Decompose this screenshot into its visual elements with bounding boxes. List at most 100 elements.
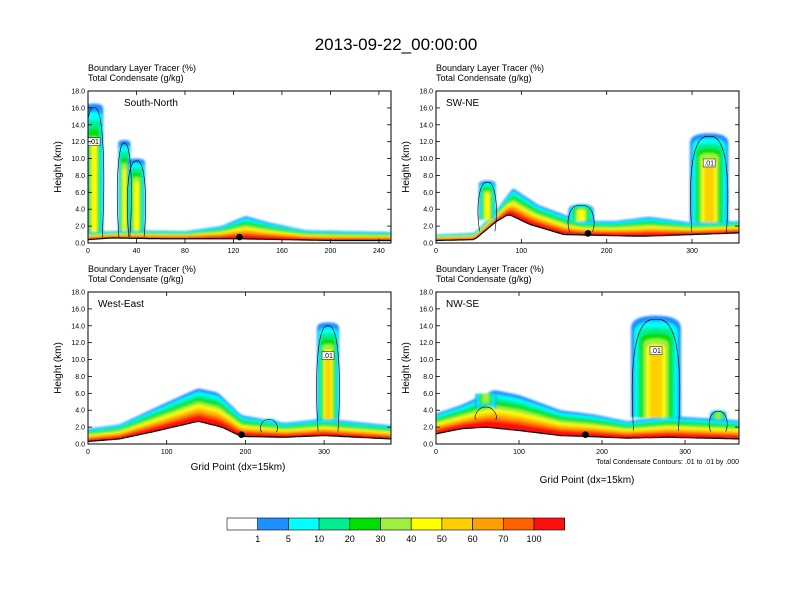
tower-band-7 [649, 350, 663, 418]
tracer-field [88, 322, 391, 444]
figure-title: 2013-09-22_00:00:00 [315, 35, 478, 54]
colorbar-swatch-11 [533, 517, 566, 531]
x-tick-label: 0 [86, 449, 90, 456]
x-tick-label: 300 [679, 449, 691, 456]
y-tick-label: 8.0 [423, 173, 433, 180]
tower-band-5 [482, 393, 490, 405]
y-tick-label: 14.0 [419, 122, 433, 129]
panel-header-line1: Boundary Layer Tracer (%) [436, 264, 544, 274]
panel-nw-se: Boundary Layer Tracer (%)Total Condensat… [401, 264, 740, 456]
convective-tower-1 [631, 315, 681, 418]
contour-label-box [649, 346, 663, 355]
panel-west-east: Boundary Layer Tracer (%)Total Condensat… [53, 264, 392, 456]
y-tick-label: 4.0 [75, 207, 85, 214]
terrain-fill [436, 427, 739, 444]
convective-tower-3 [127, 158, 145, 231]
colorbar-swatch-7 [410, 517, 443, 531]
y-axis-label: Height (km) [401, 141, 412, 193]
y-tick-label: 0.0 [75, 442, 85, 449]
x-tick-label: 200 [596, 449, 608, 456]
convective-tower-2 [568, 204, 594, 222]
y-tick-label: 14.0 [419, 323, 433, 330]
colorbar-swatch-5 [349, 517, 381, 531]
x-tick-label: 200 [601, 248, 613, 255]
x-tick-label: 0 [434, 248, 438, 255]
y-tick-label: 4.0 [423, 408, 433, 415]
convective-tower-3 [709, 410, 727, 420]
location-marker [236, 233, 243, 241]
y-tick-label: 2.0 [75, 224, 85, 231]
y-tick-label: 6.0 [75, 190, 85, 197]
y-tick-label: 4.0 [75, 408, 85, 415]
y-axis-label: Height (km) [53, 141, 64, 193]
terrain-fill [88, 421, 391, 444]
tower-band-6 [91, 144, 97, 232]
x-axis-label-right: Grid Point (dx=15km) [540, 475, 635, 486]
x-tick-label: 200 [240, 449, 252, 456]
y-tick-label: 2.0 [75, 425, 85, 432]
x-axis-label-left: Grid Point (dx=15km) [191, 462, 286, 473]
colorbar-label: 50 [437, 534, 447, 544]
y-tick-label: 10.0 [419, 156, 433, 163]
colorbar-swatch-6 [380, 517, 412, 531]
x-tick-label: 120 [228, 248, 240, 255]
location-marker [238, 431, 245, 439]
condensate-contour [126, 160, 146, 237]
y-tick-label: 16.0 [71, 306, 85, 313]
y-tick-label: 8.0 [75, 374, 85, 381]
tower-band-7 [704, 163, 714, 223]
convective-tower-2 [475, 393, 497, 412]
colorbar: 1 5 10 20 30 40 50 60 70 100 [226, 517, 566, 544]
x-tick-label: 80 [181, 248, 189, 255]
panel-header-line2: Total Condensate (g/kg) [88, 73, 184, 83]
panel-label: SW-NE [446, 98, 479, 109]
y-tick-label: 0.0 [75, 241, 85, 248]
colorbar-label: 30 [375, 534, 385, 544]
tower-band-6 [134, 181, 139, 231]
y-tick-label: 12.0 [71, 139, 85, 146]
panel-label: NW-SE [446, 299, 479, 310]
y-tick-label: 14.0 [71, 122, 85, 129]
y-tick-label: 16.0 [419, 306, 433, 313]
y-tick-label: 4.0 [423, 207, 433, 214]
y-tick-label: 8.0 [423, 374, 433, 381]
x-tick-label: 100 [513, 449, 525, 456]
contour-label: .01 [323, 353, 333, 360]
y-tick-label: 18.0 [419, 290, 433, 297]
location-marker [584, 230, 592, 237]
tracer-field [436, 133, 739, 243]
panel-label: South-North [124, 98, 178, 109]
y-tick-label: 18.0 [71, 290, 85, 297]
condensate-contour [631, 319, 681, 431]
condensate-contour [88, 107, 105, 238]
x-tick-label: 100 [516, 248, 528, 255]
y-tick-label: 6.0 [75, 391, 85, 398]
plot-frame [435, 90, 740, 244]
y-tick-label: 0.0 [423, 442, 433, 449]
colorbar-label: 20 [345, 534, 355, 544]
x-tick-label: 200 [325, 248, 337, 255]
location-marker [582, 431, 589, 439]
y-axis-label: Height (km) [401, 342, 412, 394]
colorbar-swatch-9 [472, 517, 504, 531]
condensate-contour [116, 142, 132, 237]
plot-frame [435, 291, 740, 445]
plot-area: .01 [436, 133, 739, 243]
colorbar-swatch-3 [288, 517, 320, 531]
colorbar-label: 70 [498, 534, 508, 544]
colorbar-label: 10 [314, 534, 324, 544]
contour-label-box [702, 158, 716, 168]
panel-sw-ne: Boundary Layer Tracer (%)Total Condensat… [401, 63, 740, 255]
tower-band-7 [325, 355, 331, 420]
y-tick-label: 2.0 [423, 425, 433, 432]
y-tick-label: 12.0 [419, 340, 433, 347]
panel-header-line2: Total Condensate (g/kg) [88, 274, 184, 284]
x-tick-label: 240 [373, 248, 385, 255]
condensate-contour [567, 205, 595, 233]
colorbar-label: 60 [468, 534, 478, 544]
panel-label: West-East [98, 299, 144, 310]
x-tick-label: 300 [318, 449, 330, 456]
colorbar-swatch-1 [226, 517, 259, 531]
y-tick-label: 6.0 [423, 190, 433, 197]
y-tick-label: 14.0 [71, 323, 85, 330]
